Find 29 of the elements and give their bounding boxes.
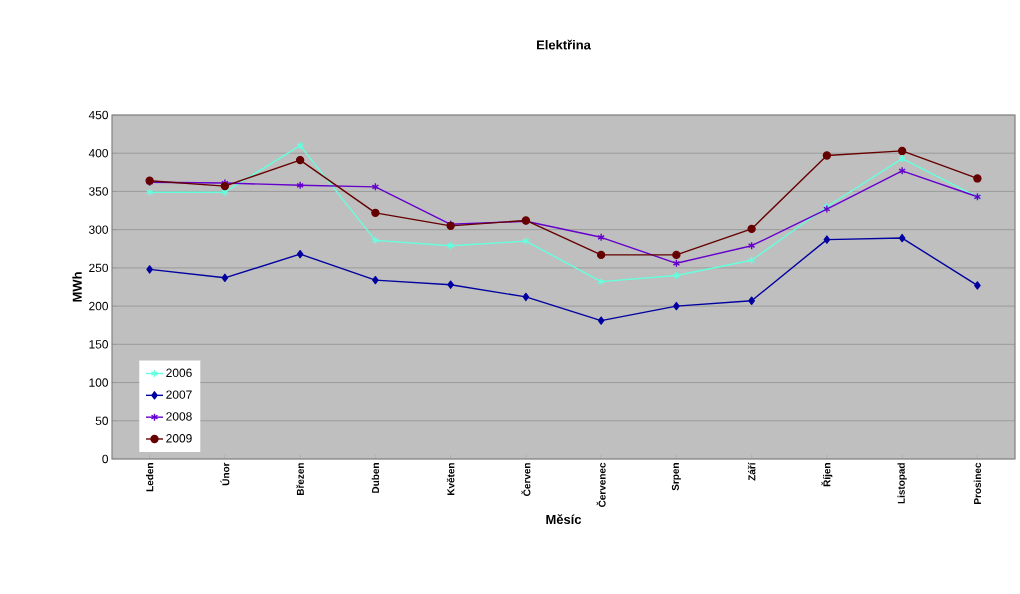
y-tick-label: 100 [89,378,109,387]
y-tick-label: 50 [95,416,109,425]
x-tick-label: Srpen [671,463,681,491]
legend-label: 2006 [166,368,192,378]
y-tick-label: 300 [89,225,109,234]
legend-label: 2007 [166,390,192,399]
chart-title: Elektřina [537,39,591,50]
x-axis-title: Měsíc [546,514,582,524]
legend-label: 2008 [166,412,192,421]
x-tick-label: Červenec [596,462,606,507]
y-tick-label: 200 [89,301,109,311]
y-tick-label: 400 [88,148,109,158]
x-tick-label: Duben [371,463,380,493]
x-tick-label: Září [747,462,756,481]
x-tick-label: Červen [521,463,531,496]
y-tick-label: 350 [89,187,109,196]
legend-label: 2009 [166,434,192,443]
y-tick-label: 150 [89,340,109,349]
x-tick-label: Listopad [897,463,907,504]
y-axis-title: MWh [72,272,82,302]
x-tick-label: Prosinec [973,462,982,504]
x-tick-label: Březen [296,463,304,496]
x-tick-label: Květen [446,463,455,496]
y-tick-label: 250 [89,263,109,273]
y-tick-label: 450 [88,110,109,120]
y-tick-label: 0 [102,454,109,464]
x-tick-label: Říjen [821,463,833,487]
x-tick-label: Únor [220,462,230,486]
x-tick-label: Leden [145,463,154,492]
